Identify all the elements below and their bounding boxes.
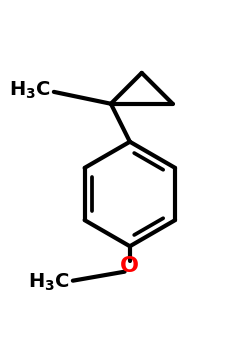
Text: $\mathregular{H_3C}$: $\mathregular{H_3C}$: [8, 80, 50, 102]
Text: O: O: [120, 257, 139, 276]
Text: $\mathregular{H_3C}$: $\mathregular{H_3C}$: [28, 271, 69, 293]
